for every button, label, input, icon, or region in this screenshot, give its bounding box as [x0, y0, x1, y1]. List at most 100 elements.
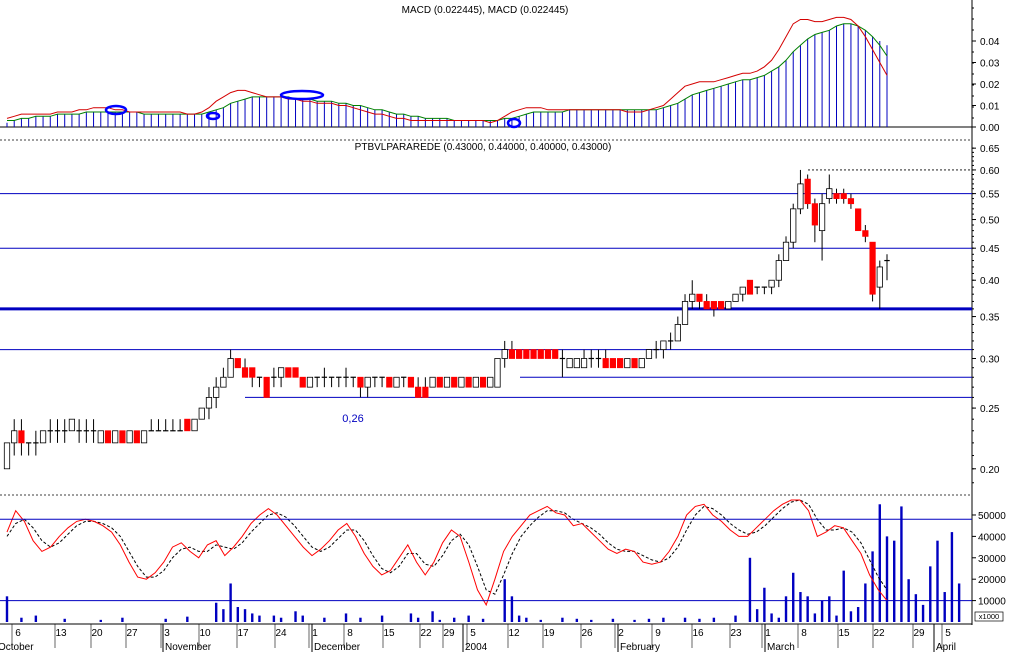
macd-tick-label: 0.00: [980, 123, 1000, 134]
candle-body: [681, 301, 689, 325]
candle-body: [580, 358, 588, 369]
volume-bar: [784, 596, 788, 622]
candle-body: [732, 293, 739, 302]
volume-bar: [799, 592, 802, 622]
candle-body: [263, 376, 270, 398]
volume-bar: [763, 587, 766, 622]
candle-body: [184, 418, 191, 432]
x-day-label: 5: [945, 628, 951, 639]
macd-panel: MACD (0.022445), MACD (0.022445) 0.040.0…: [6, 5, 1000, 134]
volume-bar: [633, 619, 636, 622]
volume-bar: [820, 600, 824, 622]
volume-bar: [590, 619, 593, 622]
x-day-label: 8: [347, 628, 353, 639]
candle-body: [422, 386, 429, 398]
highlight-ellipse: [506, 117, 522, 129]
candle-body: [602, 358, 609, 369]
candle-body: [544, 349, 552, 359]
candle-body: [811, 203, 818, 226]
candle-body: [299, 376, 306, 388]
volume-bar: [871, 551, 874, 622]
candle-body: [631, 358, 638, 369]
volume-bar: [301, 615, 304, 622]
volume-bar: [698, 618, 701, 622]
candle-body: [11, 430, 18, 444]
candle-body: [39, 430, 47, 444]
candle-body: [855, 208, 862, 232]
price-tick-label: 0.35: [980, 313, 1000, 324]
candle-body: [126, 430, 133, 444]
candle-body: [386, 376, 393, 388]
candle-body: [703, 301, 710, 310]
candle-body: [18, 430, 25, 444]
volume-bar: [121, 617, 124, 622]
candle-body: [198, 407, 205, 420]
volume-bar: [921, 604, 925, 622]
macd-tick-label: 0.01: [980, 102, 1000, 113]
candle-body: [68, 418, 76, 432]
volume-bar: [770, 613, 773, 622]
support-resistance-lines: [0, 169, 972, 398]
candle-body: [530, 349, 537, 359]
volume-bar: [950, 532, 954, 622]
highlight-ellipse: [205, 111, 221, 121]
stochastic-tick-label: 20000: [978, 575, 1006, 586]
candle-body: [782, 241, 790, 261]
candle-body: [818, 203, 826, 232]
candle-body: [213, 386, 220, 398]
volume-bar: [755, 609, 759, 622]
candle-body: [638, 358, 645, 369]
candle-body: [393, 376, 400, 388]
volume-bar: [431, 611, 434, 622]
candle-body: [862, 230, 869, 237]
candle-body: [840, 193, 847, 199]
candle-body: [140, 430, 148, 444]
macd-y-axis: 0.04 0.03 0.02 0.01 0.00: [972, 7, 1000, 134]
x-day-label: 19: [543, 628, 555, 639]
x-month-label: February: [620, 642, 660, 652]
x-day-label: 15: [383, 628, 395, 639]
candle-body: [227, 358, 234, 378]
volume-bar: [279, 617, 283, 622]
candle-body: [429, 376, 436, 388]
volume-bar: [914, 594, 918, 622]
macd-line: [6, 16, 888, 124]
candlesticks: [3, 169, 890, 470]
x-month-label: April: [936, 642, 956, 652]
x-day-label: 17: [237, 628, 249, 639]
volume-bar: [236, 607, 240, 622]
candle-body: [436, 376, 443, 388]
candle-body: [407, 376, 415, 388]
volume-bar: [734, 615, 737, 622]
volume-bar: [957, 583, 961, 622]
candle-body: [660, 340, 667, 350]
volume-bar: [416, 617, 420, 622]
x-day-label: 29: [913, 628, 925, 639]
candle-body: [306, 376, 314, 388]
candle-body: [717, 301, 725, 310]
volume-bar: [214, 602, 218, 622]
volume-bar: [258, 615, 261, 622]
volume-bar: [662, 617, 665, 622]
price-tick-label: 0.65: [980, 144, 1000, 155]
x-day-label: 8: [801, 628, 807, 639]
x-day-label: 2: [618, 628, 624, 639]
candle-body: [537, 349, 544, 359]
candle-body: [465, 376, 472, 388]
candle-body: [645, 349, 653, 359]
volume-bar: [929, 566, 932, 622]
candle-body: [710, 301, 717, 310]
candle-body: [494, 358, 501, 388]
candle-body: [768, 279, 775, 288]
stochastic-k-line: [6, 499, 888, 607]
x-day-label: 3: [164, 628, 170, 639]
candle-body: [472, 376, 479, 388]
price-tick-label: 0.40: [980, 276, 1000, 287]
x-month-label: December: [314, 642, 361, 652]
price-y-axis: 0.65 0.60 0.55 0.50 0.45 0.40 0.35 0.30 0.25 0.20: [972, 144, 1000, 484]
candle-body: [112, 430, 119, 444]
candle-body: [833, 193, 840, 199]
x-day-label: 22: [420, 628, 432, 639]
candle-body: [609, 358, 617, 369]
